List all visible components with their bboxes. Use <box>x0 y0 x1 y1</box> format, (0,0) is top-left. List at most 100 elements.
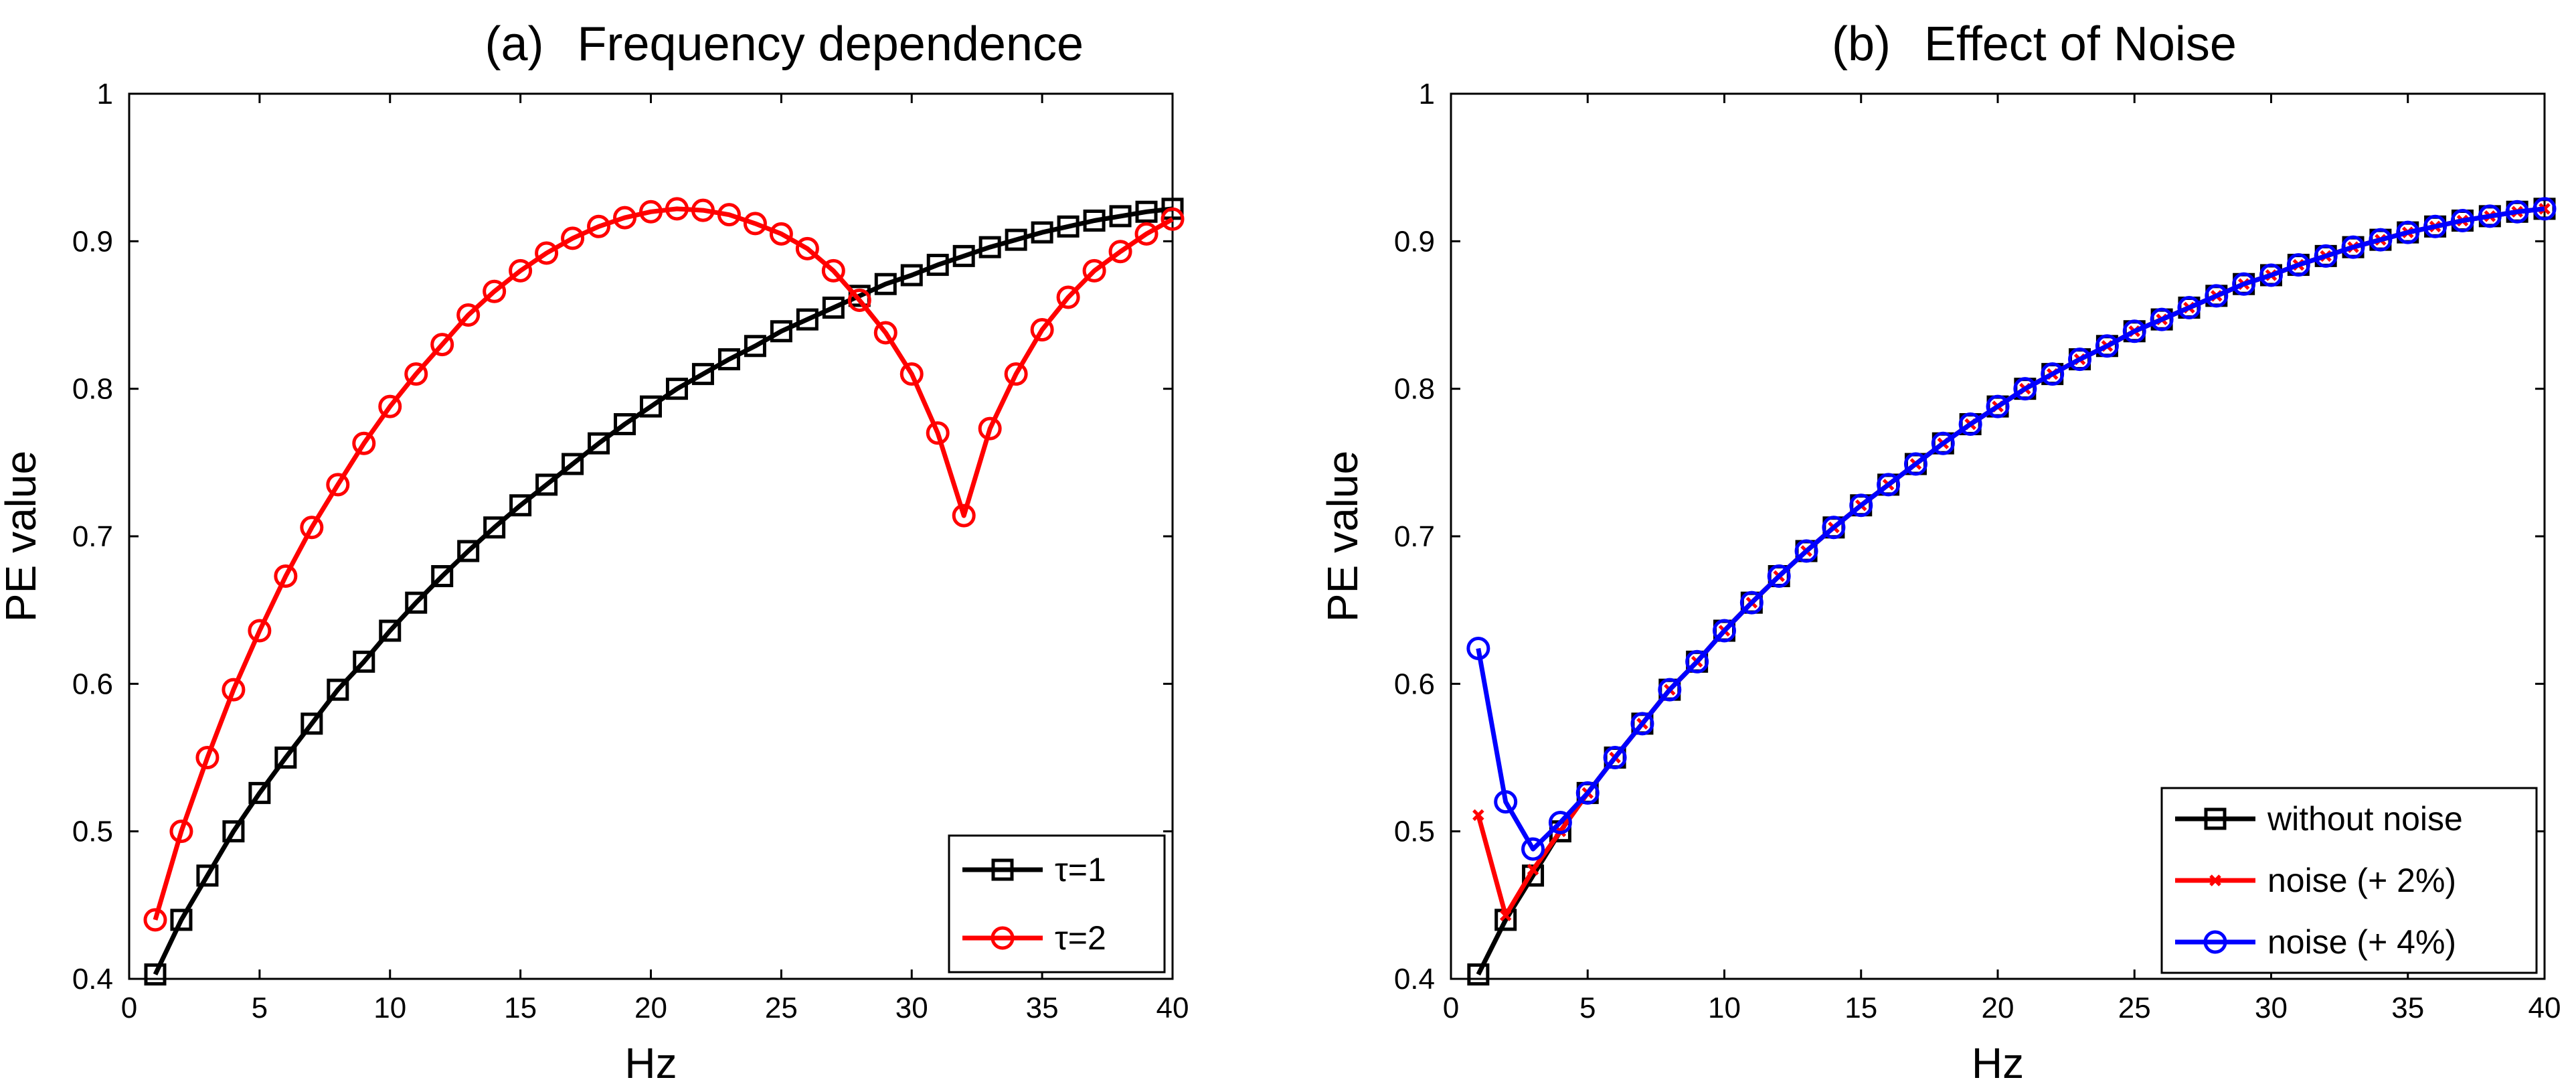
x-tick-label: 10 <box>373 992 406 1024</box>
series-2 <box>143 197 1185 932</box>
data-point <box>274 747 297 769</box>
data-point <box>2286 253 2310 277</box>
data-point <box>2369 228 2393 252</box>
y-axis-label: PE value <box>0 451 45 622</box>
y-tick-label: 1 <box>97 78 113 110</box>
data-point <box>770 320 792 343</box>
data-point <box>1713 619 1736 643</box>
data-point <box>222 678 246 702</box>
data-point <box>535 241 559 265</box>
data-point <box>717 348 740 371</box>
data-point <box>300 712 323 735</box>
data-point <box>404 362 428 386</box>
panel-tag: (b) <box>1832 17 1891 71</box>
data-point <box>2205 284 2229 308</box>
data-point <box>274 564 298 588</box>
data-point <box>143 908 167 932</box>
data-point <box>1083 209 1106 232</box>
data-point <box>1548 810 1572 834</box>
data-point <box>1161 198 1184 220</box>
data-point <box>1575 781 1600 805</box>
data-point <box>248 781 271 804</box>
data-point <box>769 222 793 246</box>
x-tick-label: 15 <box>1844 992 1877 1024</box>
x-tick-label: 5 <box>1579 992 1596 1024</box>
data-point <box>952 503 976 528</box>
y-tick-label: 0.4 <box>1394 963 1435 996</box>
legend-swatch-marker <box>991 858 1014 881</box>
y-tick-label: 0.5 <box>72 815 113 848</box>
data-point <box>1527 864 1539 876</box>
y-tick-label: 0.8 <box>1394 373 1435 406</box>
data-point <box>1521 837 1545 861</box>
data-point <box>1057 215 1080 238</box>
chart-title: Effect of Noise <box>1924 17 2237 71</box>
data-point <box>1739 591 1764 615</box>
x-tick-label: 0 <box>121 992 137 1024</box>
data-point <box>1499 909 1512 922</box>
x-axis-label: Hz <box>624 1039 677 1087</box>
data-point <box>2532 197 2557 221</box>
data-point <box>326 473 350 497</box>
y-axis-label: PE value <box>1318 451 1367 622</box>
data-point <box>169 820 193 844</box>
data-point <box>1466 636 1490 660</box>
data-point <box>248 619 272 643</box>
data-point <box>1794 539 1818 563</box>
legend-label: without noise <box>2267 800 2463 838</box>
data-point <box>561 226 585 250</box>
data-point <box>1161 207 1185 231</box>
data-point <box>2314 244 2338 268</box>
data-point <box>2068 347 2092 372</box>
data-point <box>691 198 715 222</box>
x-tick-label: 35 <box>1026 992 1059 1024</box>
x-tick-label: 40 <box>2528 992 2561 1024</box>
legend-box <box>948 834 1166 974</box>
data-point <box>353 650 375 673</box>
data-point <box>1108 240 1132 264</box>
data-point <box>900 264 923 287</box>
data-point <box>509 258 533 283</box>
data-point <box>1135 200 1158 223</box>
data-point <box>1822 516 1846 540</box>
y-tick-label: 0.7 <box>72 520 113 553</box>
data-point <box>717 203 741 227</box>
data-point <box>926 421 950 445</box>
data-point <box>899 362 924 386</box>
x-tick-label: 20 <box>1982 992 2014 1024</box>
chart-panel-b: 0 5 10 15 20 25 30 35 40 0.4 0.5 0.6 0.7 0.8 0.9 1 (b) Ef… <box>1318 17 2561 1087</box>
data-point <box>2478 204 2502 228</box>
data-point <box>1109 205 1132 228</box>
data-point <box>2013 377 2037 401</box>
data-point <box>2396 220 2420 244</box>
data-point <box>2232 272 2256 296</box>
data-point <box>430 333 454 357</box>
data-point <box>1603 746 1627 769</box>
data-point <box>1958 412 1982 437</box>
y-tick-label: 0.5 <box>1394 815 1435 848</box>
data-point <box>300 516 324 540</box>
data-point <box>352 431 376 455</box>
data-point <box>2177 295 2201 319</box>
data-point <box>2341 235 2365 259</box>
data-point <box>926 254 949 277</box>
data-point <box>978 236 1001 258</box>
data-point <box>562 453 584 475</box>
data-point <box>457 540 480 562</box>
series-3 <box>1466 197 2557 861</box>
x-tick-label: 5 <box>252 992 268 1024</box>
y-tick-label: 0.9 <box>1394 225 1435 258</box>
data-point <box>2259 263 2283 287</box>
data-point <box>456 303 481 327</box>
y-tick-label: 0.9 <box>72 225 113 258</box>
data-point <box>509 494 532 517</box>
x-tick-label: 30 <box>2255 992 2288 1024</box>
y-tick-label: 0.8 <box>72 373 113 406</box>
data-point <box>822 296 845 319</box>
data-point <box>1658 678 1682 702</box>
series-line <box>153 206 1174 921</box>
data-point <box>1630 712 1654 736</box>
x-tick-label: 25 <box>765 992 798 1024</box>
data-point <box>170 909 193 931</box>
data-point <box>795 236 819 260</box>
